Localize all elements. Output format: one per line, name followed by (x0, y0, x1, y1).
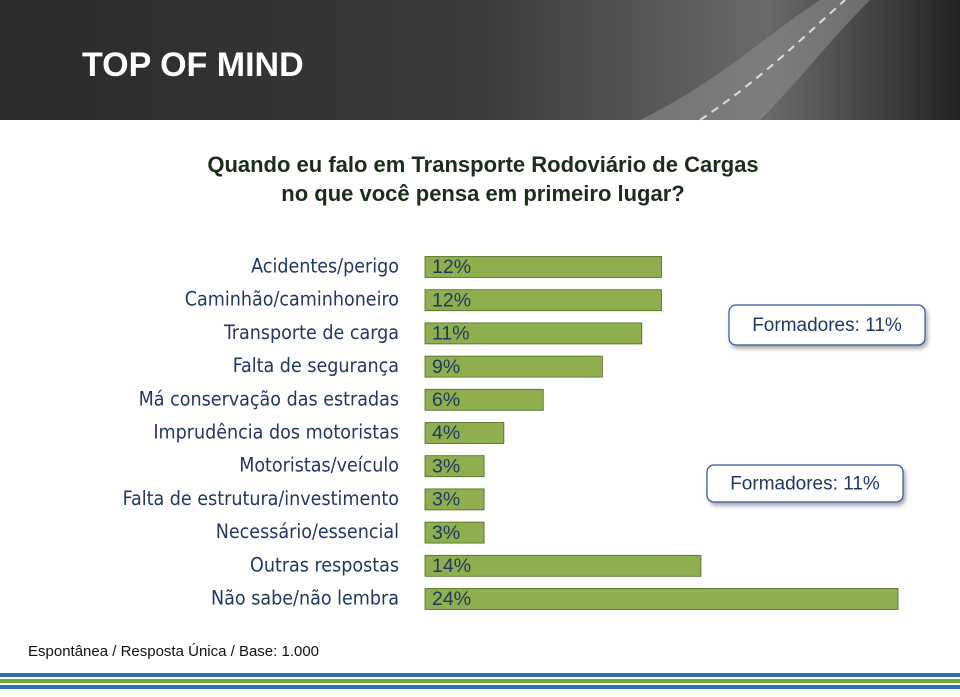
value-label: 14% (432, 555, 471, 577)
value-label: 3% (432, 455, 460, 477)
annotation-box (728, 304, 926, 346)
annotation-text: Formadores: 11% (752, 315, 902, 336)
page-title: TOP OF MIND (82, 46, 304, 84)
annotation-box (706, 464, 904, 503)
footer-stripe (0, 673, 960, 677)
value-label: 12% (432, 289, 471, 311)
category-label: Falta de segurança (233, 354, 399, 377)
bar (424, 289, 662, 312)
bar (424, 521, 485, 544)
value-label: 3% (432, 522, 460, 544)
value-label: 3% (432, 489, 460, 511)
footer-stripe (0, 679, 960, 683)
chart-title: Quando eu falo em Transporte Rodoviário … (207, 152, 758, 177)
value-label: 12% (432, 256, 471, 278)
category-label: Motoristas/veículo (239, 454, 399, 477)
bar (424, 422, 505, 444)
chart-title: no que você pensa em primeiro lugar? (281, 181, 684, 206)
footer-stripe (0, 685, 960, 689)
annotation-text: Formadores: 11% (730, 474, 880, 495)
category-label: Caminhão/caminhoneiro (185, 288, 399, 311)
category-label: Outras respostas (250, 553, 399, 576)
road-line (699, 0, 846, 121)
bar (424, 355, 603, 378)
bar (424, 588, 899, 610)
bar (424, 554, 702, 577)
value-label: 24% (432, 588, 471, 610)
bar (424, 455, 485, 478)
category-label: Má conservação das estradas (139, 387, 399, 410)
category-label: Imprudência dos motoristas (153, 421, 399, 444)
value-label: 9% (432, 356, 460, 378)
category-label: Necessário/essencial (216, 520, 399, 543)
category-label: Não sabe/não lembra (211, 587, 399, 610)
category-label: Falta de estrutura/investimento (123, 487, 399, 510)
bar (424, 322, 643, 345)
value-label: 11% (432, 323, 470, 345)
bar (424, 388, 544, 411)
plot: Acidentes/perigo 12% Caminhão/caminhoneiro… (123, 255, 926, 610)
bar (424, 488, 485, 511)
value-label: 6% (432, 389, 460, 411)
category-label: Transporte de carga (223, 321, 399, 344)
bar (424, 256, 662, 278)
value-label: 4% (432, 422, 460, 444)
category-label: Acidentes/perigo (251, 255, 399, 278)
footnote: Espontânea / Resposta Única / Base: 1.00… (28, 643, 319, 660)
